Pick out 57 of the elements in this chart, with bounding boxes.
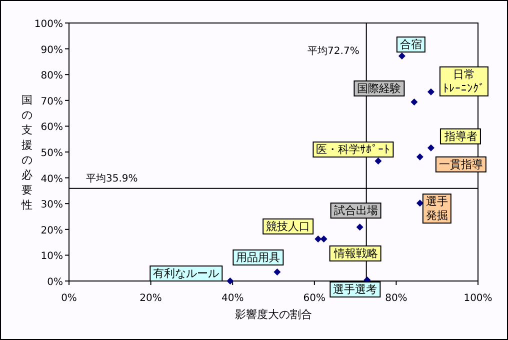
- annotation: 選手選考: [333, 282, 378, 296]
- annotation: 医・科学ｻﾎﾟｰﾄ: [312, 142, 394, 158]
- annotation: 指導者: [443, 130, 478, 143]
- y-tick-label: 20%: [40, 225, 63, 236]
- annotation: 選手選考: [330, 281, 381, 298]
- annotation: 競技人口: [266, 220, 310, 233]
- x-tick-label: 80%: [385, 293, 408, 304]
- annotation: 一貫指導: [435, 156, 486, 172]
- annotation: 有利なルール: [153, 267, 220, 280]
- annotation: 有利なルール: [150, 266, 223, 282]
- y-tick-label: 80%: [40, 70, 63, 82]
- y-tick-label: 70%: [40, 96, 63, 108]
- annotation: 選手発掘: [422, 194, 452, 224]
- annotation: 情報戦略: [329, 245, 382, 262]
- annotation: 国際経験: [354, 80, 405, 96]
- x-tick-label: 100%: [464, 293, 492, 304]
- ref-line-label: 平均35.9%: [86, 172, 138, 184]
- point: [274, 268, 281, 276]
- point: [427, 88, 434, 96]
- y-tick-label: 100%: [34, 19, 63, 30]
- annotation: 国際経験: [357, 82, 402, 95]
- annotation: 試合出場: [330, 202, 382, 219]
- point: [374, 158, 382, 165]
- y-tick-label: 40%: [40, 174, 63, 185]
- y-axis-title: 国の支援の必要性: [20, 94, 32, 212]
- annotation: 合宿: [400, 38, 422, 52]
- annotation: 競技人口: [262, 218, 314, 234]
- annotation: 試合出場: [334, 204, 378, 218]
- x-axis-title: 影響度大の割合: [235, 308, 312, 321]
- x-tick-label: 20%: [140, 293, 162, 304]
- annotation: 一貫指導: [438, 158, 483, 171]
- y-tick-label: 60%: [40, 122, 63, 134]
- y-tick-label: 0%: [47, 277, 63, 288]
- point: [398, 52, 406, 60]
- annotation: 合宿: [396, 36, 426, 53]
- point: [314, 235, 322, 242]
- point: [416, 200, 424, 207]
- y-tick-label: 10%: [40, 251, 63, 262]
- point: [427, 144, 434, 152]
- point: [356, 224, 364, 231]
- y-tick-label: 30%: [40, 200, 63, 211]
- point: [416, 153, 424, 160]
- annotation: 指導者: [440, 128, 481, 144]
- annotation: 情報戦略: [332, 246, 378, 260]
- annotation: 用品用具: [236, 250, 280, 264]
- x-tick-label: 40%: [221, 293, 244, 304]
- point: [320, 235, 328, 242]
- annotation: 日常ﾄﾚｰﾆﾝｸﾞ: [439, 66, 488, 96]
- annotation: 用品用具: [232, 249, 284, 266]
- point: [226, 278, 234, 284]
- ref-line-label: 平均72.7%: [308, 45, 360, 57]
- x-tick-label: 0%: [61, 293, 77, 304]
- y-tick-label: 90%: [40, 44, 63, 56]
- annotation: 医・科学ｻﾎﾟｰﾄ: [316, 143, 390, 156]
- point: [410, 98, 418, 106]
- y-tick-label: 50%: [40, 148, 63, 159]
- x-tick-label: 60%: [303, 293, 326, 304]
